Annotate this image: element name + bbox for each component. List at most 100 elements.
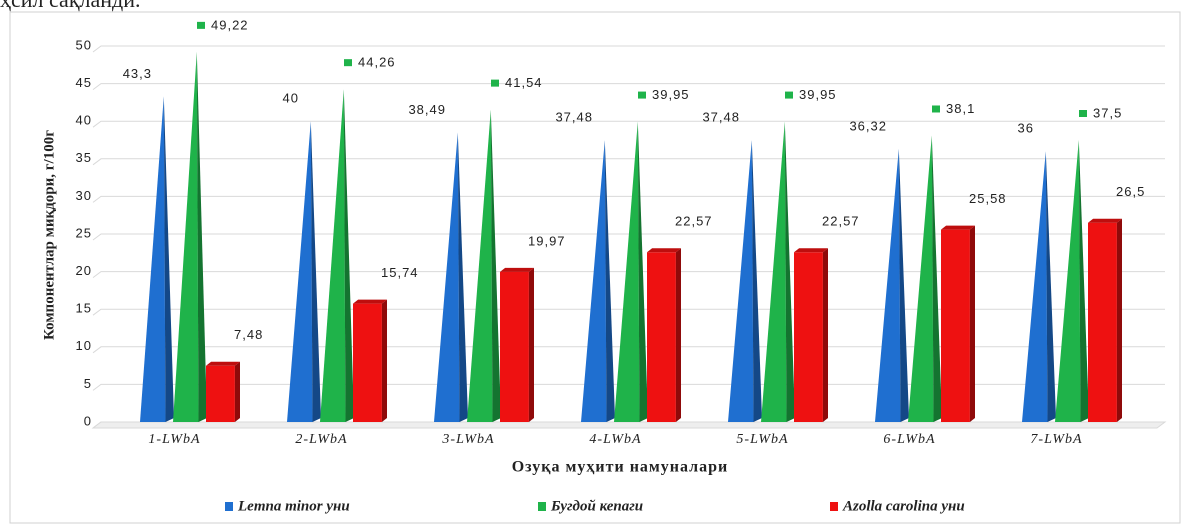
bar	[1022, 151, 1056, 422]
bar-face	[647, 252, 676, 422]
legend-label: Бугдой кепаги	[550, 498, 643, 514]
bar-face	[320, 89, 346, 423]
value-label: 36	[1018, 121, 1034, 136]
bar-face	[140, 96, 166, 422]
y-tick-label: 15	[76, 301, 92, 316]
bar-face	[1078, 140, 1089, 422]
bar	[173, 51, 207, 422]
bar-face	[500, 267, 534, 272]
bar-face	[1055, 140, 1081, 422]
value-label: 7,48	[234, 327, 263, 342]
bar-face	[794, 248, 828, 253]
x-tick-label: 1-LWbA	[148, 432, 200, 447]
x-tick-label: 3-LWbA	[441, 432, 494, 447]
y-tick-label: 45	[76, 75, 92, 90]
bar	[467, 109, 501, 422]
value-label: 38,49	[408, 102, 446, 117]
legend-label: Lemna minor уни	[237, 498, 350, 514]
bar	[140, 96, 174, 422]
legend-label: Azolla carolina уни	[842, 498, 965, 514]
bar-face	[381, 299, 387, 422]
label-marker	[491, 79, 499, 87]
bar-face	[490, 109, 501, 422]
bar	[728, 140, 762, 423]
label-marker	[1079, 110, 1087, 117]
bar-face	[604, 140, 615, 423]
y-axis-label: Компонентлар миқдори, г/100г	[41, 130, 57, 340]
bar-face	[310, 121, 321, 422]
y-tick-label: 5	[84, 376, 92, 391]
value-label: 37,48	[555, 110, 593, 125]
bar	[500, 267, 534, 422]
value-label: 37,5	[1093, 105, 1122, 120]
label-marker	[785, 91, 793, 99]
bar	[614, 121, 648, 423]
bar	[1055, 140, 1089, 422]
value-label: 39,95	[799, 87, 837, 102]
label-marker	[344, 59, 352, 67]
value-label: 41,54	[505, 75, 543, 90]
value-label: 39,95	[652, 87, 690, 102]
y-tick-label: 40	[76, 113, 92, 128]
value-label: 37,48	[702, 110, 740, 125]
bar	[581, 140, 615, 423]
bar-face	[467, 109, 493, 422]
grid-line	[92, 195, 1165, 203]
bar-face	[931, 135, 942, 422]
bar-face	[173, 51, 199, 422]
bar	[875, 148, 909, 422]
bar-face	[206, 361, 240, 366]
bar-face	[908, 135, 934, 422]
value-label: 38,1	[946, 101, 975, 116]
bar-face	[287, 121, 313, 422]
bar-face	[761, 121, 787, 423]
bar-face	[822, 248, 828, 422]
bar-face	[581, 140, 607, 423]
x-tick-label: 6-LWbA	[883, 432, 935, 447]
y-tick-label: 25	[76, 225, 92, 240]
y-tick-label: 50	[76, 37, 92, 52]
y-tick-label: 0	[84, 413, 92, 428]
y-tick-label: 35	[76, 150, 92, 165]
grid-line	[92, 233, 1165, 241]
grid-line	[92, 158, 1165, 166]
bar-face	[637, 121, 648, 423]
x-tick-label: 5-LWbA	[736, 432, 788, 447]
bar	[287, 121, 321, 422]
floor	[91, 421, 1167, 429]
bar-face	[163, 96, 174, 422]
value-label: 26,5	[1116, 184, 1145, 199]
bar-face	[647, 248, 681, 253]
bar-face	[1022, 151, 1048, 422]
bar-face	[784, 121, 795, 423]
x-tick-label: 4-LWbA	[589, 432, 641, 447]
x-axis-label: Озуқа муҳити намуналари	[512, 459, 729, 476]
bar-face	[1088, 222, 1117, 422]
bar-face	[434, 132, 460, 422]
chart-border	[9, 11, 1181, 524]
bar-face	[1045, 151, 1056, 422]
bar	[353, 299, 387, 422]
bar	[761, 121, 795, 423]
bar	[206, 361, 240, 422]
bar	[647, 248, 681, 422]
label-marker	[932, 105, 940, 113]
grid-line	[92, 120, 1165, 128]
x-tick-label: 2-LWbA	[295, 432, 347, 447]
y-tick-label: 30	[76, 188, 92, 203]
y-tick-label: 20	[76, 263, 92, 278]
bar	[434, 132, 468, 422]
y-tick-label: 10	[76, 338, 92, 353]
legend-swatch	[538, 502, 546, 511]
bar-face	[1116, 218, 1122, 422]
legend-swatch	[830, 502, 838, 511]
grid-line	[92, 83, 1165, 90]
label-marker	[638, 91, 646, 99]
value-label: 49,22	[211, 17, 249, 32]
legend-swatch	[225, 502, 233, 511]
value-label: 19,97	[528, 233, 566, 248]
bar-face	[206, 365, 235, 422]
value-label: 44,26	[358, 55, 396, 70]
bar	[1088, 218, 1122, 422]
value-label: 15,74	[381, 265, 419, 280]
